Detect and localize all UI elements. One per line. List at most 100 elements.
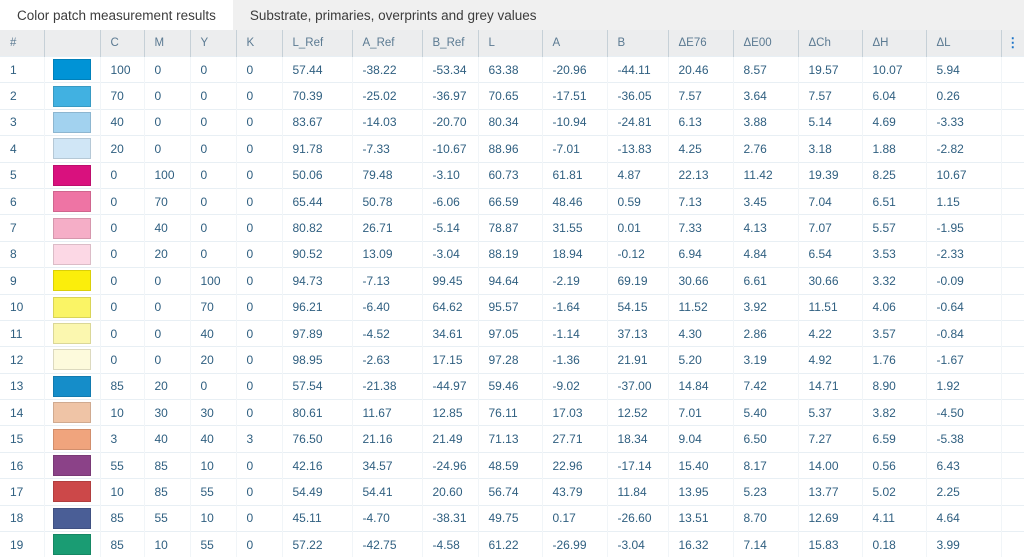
data-cell: 1.15 (926, 188, 1001, 214)
data-cell: 18.34 (607, 426, 668, 452)
data-cell: 60.73 (478, 162, 542, 188)
data-cell: 12.52 (607, 400, 668, 426)
data-cell: 0.17 (542, 505, 607, 531)
data-cell: 0 (144, 57, 190, 83)
data-cell: 10 (100, 400, 144, 426)
row-number-cell: 7 (0, 215, 44, 241)
data-cell: -1.64 (542, 294, 607, 320)
data-cell: 14.84 (668, 373, 733, 399)
data-cell: -26.60 (607, 505, 668, 531)
data-cell: -44.97 (422, 373, 478, 399)
data-cell: 71.13 (478, 426, 542, 452)
data-cell: 0 (236, 400, 282, 426)
data-cell: 100 (144, 162, 190, 188)
data-cell: 10 (100, 479, 144, 505)
tab-color-patch-results[interactable]: Color patch measurement results (0, 0, 233, 30)
data-cell: -36.97 (422, 83, 478, 109)
column-header-num: # (0, 30, 44, 57)
data-cell: 95.57 (478, 294, 542, 320)
color-swatch (53, 429, 91, 450)
column-header-swatch (44, 30, 100, 57)
data-cell: 14.71 (798, 373, 862, 399)
data-cell: -37.00 (607, 373, 668, 399)
data-cell: 30 (144, 400, 190, 426)
color-swatch (53, 481, 91, 502)
data-cell: 54.15 (607, 294, 668, 320)
row-end-spacer (1001, 241, 1024, 267)
row-number-cell: 15 (0, 426, 44, 452)
data-cell: 0 (236, 505, 282, 531)
data-cell: 0 (236, 188, 282, 214)
row-number-cell: 2 (0, 83, 44, 109)
tab-substrate-primaries[interactable]: Substrate, primaries, overprints and gre… (233, 0, 554, 30)
data-cell: -1.14 (542, 320, 607, 346)
swatch-cell (44, 479, 100, 505)
data-cell: 0 (236, 83, 282, 109)
data-cell: 11.42 (733, 162, 798, 188)
row-end-spacer (1001, 294, 1024, 320)
row-end-spacer (1001, 373, 1024, 399)
data-cell: -3.33 (926, 109, 1001, 135)
data-cell: 8.17 (733, 452, 798, 478)
data-cell: 3.82 (862, 400, 926, 426)
color-swatch (53, 112, 91, 133)
data-cell: -5.14 (422, 215, 478, 241)
data-cell: 0.18 (862, 532, 926, 557)
row-end-spacer (1001, 109, 1024, 135)
row-number-cell: 9 (0, 268, 44, 294)
data-cell: 64.62 (422, 294, 478, 320)
data-cell: 3 (100, 426, 144, 452)
data-cell: 0 (236, 373, 282, 399)
data-cell: 5.02 (862, 479, 926, 505)
data-cell: 0 (236, 452, 282, 478)
data-cell: 65.44 (282, 188, 352, 214)
data-cell: 14.00 (798, 452, 862, 478)
data-cell: 6.59 (862, 426, 926, 452)
data-cell: 0 (190, 241, 236, 267)
data-cell: 17.15 (422, 347, 478, 373)
row-number-cell: 6 (0, 188, 44, 214)
column-header-e00: ΔE00 (733, 30, 798, 57)
data-cell: 0.01 (607, 215, 668, 241)
data-cell: 70 (190, 294, 236, 320)
data-cell: 70.39 (282, 83, 352, 109)
data-cell: 3.19 (733, 347, 798, 373)
data-cell: 0 (190, 136, 236, 162)
row-number-cell: 3 (0, 109, 44, 135)
data-cell: 83.67 (282, 109, 352, 135)
data-cell: 21.16 (352, 426, 422, 452)
data-cell: -0.64 (926, 294, 1001, 320)
data-cell: -44.11 (607, 57, 668, 83)
data-cell: 3.18 (798, 136, 862, 162)
data-cell: 7.01 (668, 400, 733, 426)
data-cell: 0 (190, 57, 236, 83)
data-cell: 27.71 (542, 426, 607, 452)
data-cell: 10 (144, 532, 190, 557)
data-cell: 80.34 (478, 109, 542, 135)
data-cell: 0 (100, 162, 144, 188)
data-cell: 100 (190, 268, 236, 294)
column-options-menu-icon[interactable]: ⋮ (1002, 30, 1024, 56)
data-cell: 0 (190, 83, 236, 109)
data-cell: 11.84 (607, 479, 668, 505)
